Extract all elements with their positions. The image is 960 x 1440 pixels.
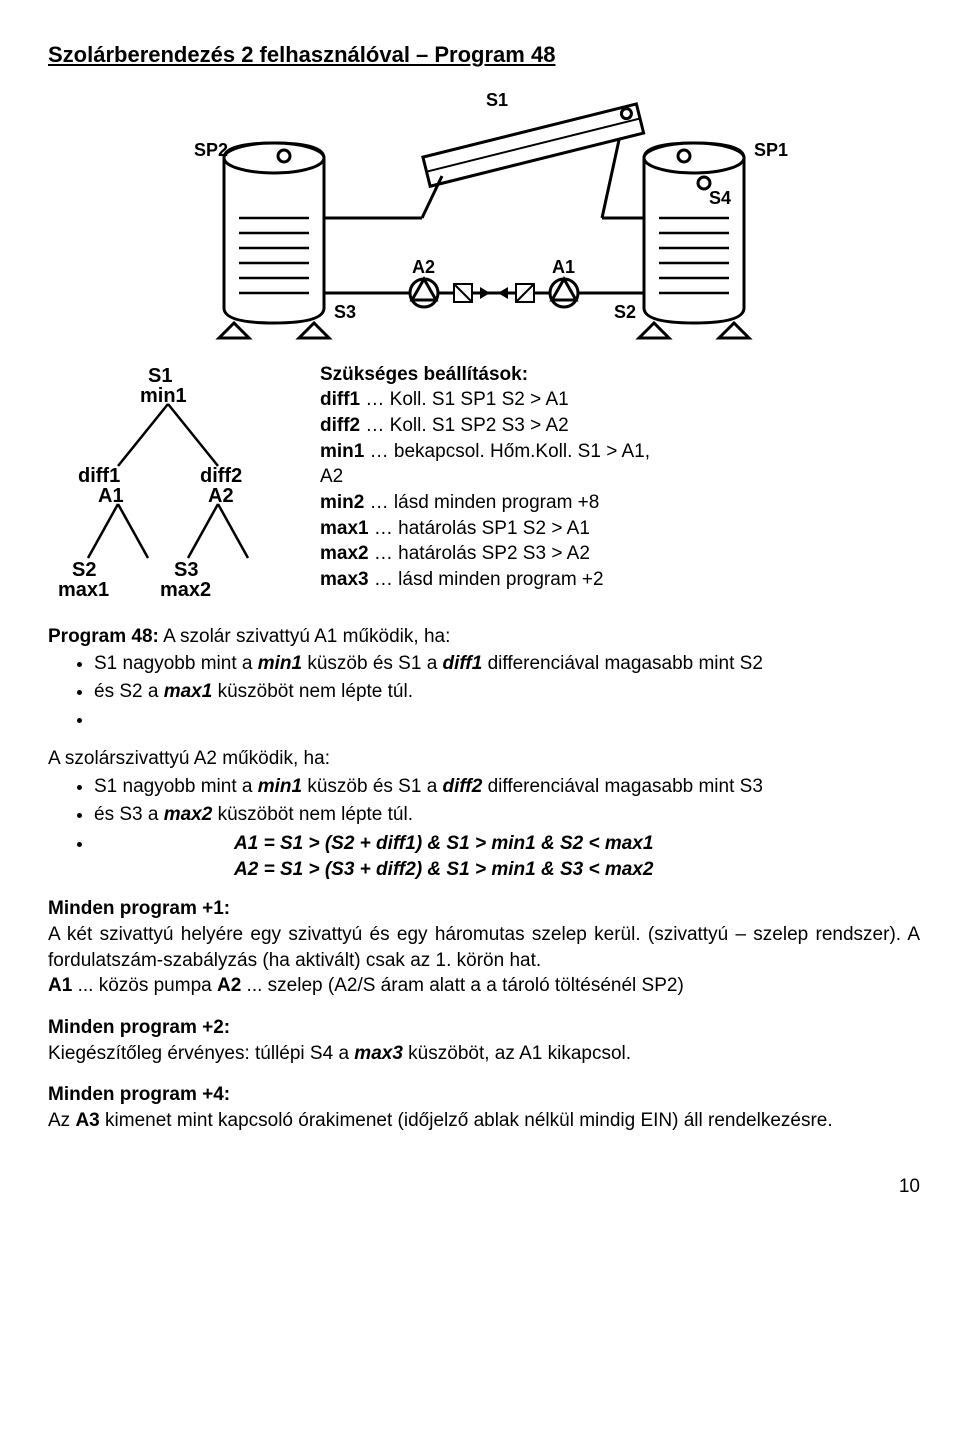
svg-text:S4: S4 <box>709 188 731 208</box>
svg-text:diff2: diff2 <box>200 465 242 487</box>
solar-diagram: SP2 S3 SP1 S4 S2 S1 <box>48 88 920 348</box>
settings-block: Szükséges beállítások: diff1 … Koll. S1 … <box>320 362 650 593</box>
svg-text:S3: S3 <box>174 559 198 581</box>
svg-text:max1: max1 <box>58 579 109 596</box>
minden-program-2: Minden program +2: Kiegészítőleg érvénye… <box>48 1015 920 1066</box>
formula-a2: A2 = S1 > (S3 + diff2) & S1 > min1 & S3 … <box>234 857 920 883</box>
svg-text:A2: A2 <box>208 485 234 507</box>
formula-a1: A1 = S1 > (S2 + diff1) & S1 > min1 & S2 … <box>234 831 920 857</box>
legend-tree: S1 min1 diff1 diff2 A1 A2 S2 S3 max1 max… <box>48 356 308 596</box>
svg-text:min1: min1 <box>140 385 187 407</box>
svg-text:S2: S2 <box>614 302 636 322</box>
page-number: 10 <box>48 1174 920 1200</box>
svg-text:SP2: SP2 <box>194 140 228 160</box>
svg-text:A1: A1 <box>552 257 575 277</box>
svg-text:A1: A1 <box>98 485 124 507</box>
a2-conditions: S1 nagyobb mint a min1 küszöb és S1 a di… <box>48 774 920 883</box>
minden-program-1: Minden program +1: A két szivattyú helyé… <box>48 896 920 999</box>
page-title: Szolárberendezés 2 felhasználóval – Prog… <box>48 40 920 70</box>
svg-text:S1: S1 <box>148 365 172 387</box>
svg-text:diff1: diff1 <box>78 465 120 487</box>
svg-text:S2: S2 <box>72 559 96 581</box>
settings-title: Szükséges beállítások: <box>320 362 650 388</box>
svg-text:SP1: SP1 <box>754 140 788 160</box>
minden-program-4: Minden program +4: Az A3 kimenet mint ka… <box>48 1082 920 1133</box>
svg-text:A2: A2 <box>412 257 435 277</box>
svg-text:max2: max2 <box>160 579 211 596</box>
svg-text:S3: S3 <box>334 302 356 322</box>
program-48-conditions: S1 nagyobb mint a min1 küszöb és S1 a di… <box>48 651 920 732</box>
a2-lead: A szolárszivattyú A2 működik, ha: <box>48 746 920 772</box>
program-48-lead: Program 48: A szolár szivattyú A1 működi… <box>48 624 920 650</box>
svg-text:S1: S1 <box>486 90 508 110</box>
